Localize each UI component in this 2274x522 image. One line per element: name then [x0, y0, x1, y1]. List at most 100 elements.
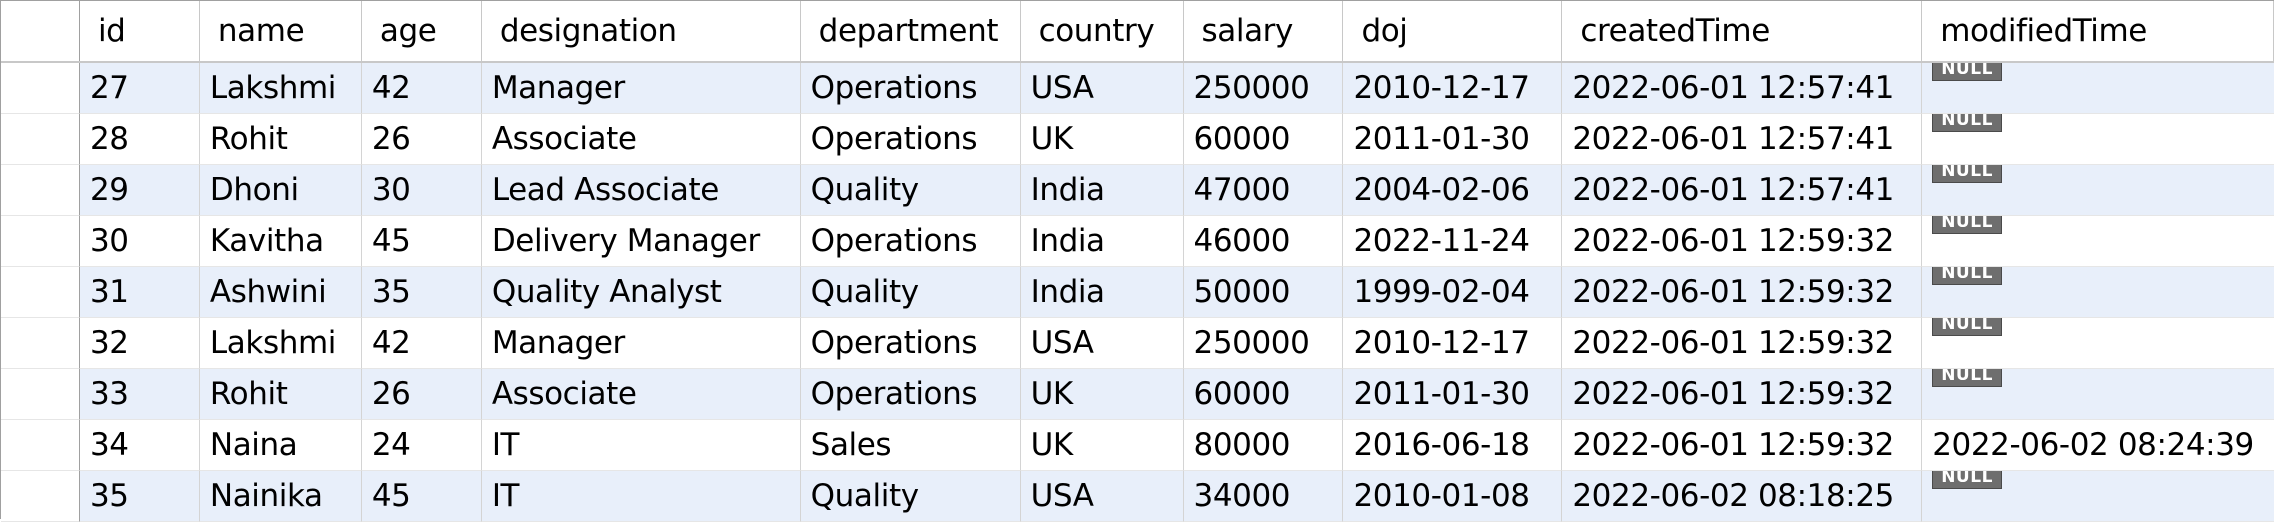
cell-modifiedtime[interactable]: NULL — [1922, 267, 2274, 318]
cell-name[interactable]: Ashwini — [199, 267, 362, 318]
cell-name[interactable]: Lakshmi — [199, 318, 362, 369]
row-selector[interactable] — [1, 471, 80, 522]
cell-createdtime[interactable]: 2022-06-01 12:57:41 — [1562, 165, 1923, 216]
cell-id[interactable]: 35 — [79, 471, 200, 522]
column-header-department[interactable]: department — [801, 1, 1021, 61]
cell-id[interactable]: 30 — [79, 216, 200, 267]
cell-doj[interactable]: 2010-01-08 — [1343, 471, 1563, 522]
cell-country[interactable]: India — [1020, 165, 1184, 216]
cell-country[interactable]: USA — [1020, 63, 1184, 114]
cell-department[interactable]: Operations — [800, 318, 1021, 369]
cell-createdtime[interactable]: 2022-06-01 12:59:32 — [1562, 369, 1923, 420]
cell-designation[interactable]: Delivery Manager — [481, 216, 801, 267]
cell-age[interactable]: 42 — [361, 63, 482, 114]
cell-modifiedtime[interactable]: NULL — [1922, 318, 2274, 369]
cell-name[interactable]: Rohit — [199, 369, 362, 420]
cell-createdtime[interactable]: 2022-06-01 12:57:41 — [1562, 114, 1923, 165]
cell-salary[interactable]: 80000 — [1183, 420, 1344, 471]
cell-modifiedtime[interactable]: 2022-06-02 08:24:39 — [1922, 420, 2274, 471]
table-row[interactable]: 29 Dhoni 30 Lead Associate Quality India 47000… — [1, 165, 2274, 216]
cell-salary[interactable]: 60000 — [1183, 369, 1344, 420]
cell-doj[interactable]: 2010-12-17 — [1343, 318, 1563, 369]
cell-country[interactable]: USA — [1020, 318, 1184, 369]
column-header-createdtime[interactable]: createdTime — [1562, 1, 1923, 61]
row-selector[interactable] — [1, 267, 80, 318]
cell-modifiedtime[interactable]: NULL — [1922, 216, 2274, 267]
cell-age[interactable]: 24 — [361, 420, 482, 471]
cell-id[interactable]: 27 — [79, 63, 200, 114]
cell-salary[interactable]: 250000 — [1183, 318, 1344, 369]
cell-salary[interactable]: 250000 — [1183, 63, 1344, 114]
cell-department[interactable]: Operations — [800, 369, 1021, 420]
column-header-salary[interactable]: salary — [1184, 1, 1344, 61]
cell-designation[interactable]: IT — [481, 420, 801, 471]
cell-name[interactable]: Rohit — [199, 114, 362, 165]
cell-country[interactable]: India — [1020, 267, 1184, 318]
row-selector[interactable] — [1, 369, 80, 420]
row-selector[interactable] — [1, 63, 80, 114]
cell-id[interactable]: 33 — [79, 369, 200, 420]
cell-department[interactable]: Quality — [800, 267, 1021, 318]
cell-department[interactable]: Sales — [800, 420, 1021, 471]
cell-country[interactable]: UK — [1020, 420, 1184, 471]
cell-id[interactable]: 32 — [79, 318, 200, 369]
cell-designation[interactable]: Lead Associate — [481, 165, 801, 216]
cell-designation[interactable]: Manager — [481, 63, 801, 114]
table-row[interactable]: 33 Rohit 26 Associate Operations UK 60000 2011-… — [1, 369, 2274, 420]
row-selector[interactable] — [1, 114, 80, 165]
cell-age[interactable]: 45 — [361, 216, 482, 267]
cell-modifiedtime[interactable]: NULL — [1922, 63, 2274, 114]
cell-createdtime[interactable]: 2022-06-02 08:18:25 — [1562, 471, 1923, 522]
cell-doj[interactable]: 2010-12-17 — [1343, 63, 1563, 114]
column-header-country[interactable]: country — [1021, 1, 1184, 61]
cell-age[interactable]: 42 — [361, 318, 482, 369]
cell-designation[interactable]: Associate — [481, 114, 801, 165]
cell-createdtime[interactable]: 2022-06-01 12:59:32 — [1562, 420, 1923, 471]
table-row[interactable]: 30 Kavitha 45 Delivery Manager Operations Ind… — [1, 216, 2274, 267]
cell-age[interactable]: 45 — [361, 471, 482, 522]
cell-salary[interactable]: 50000 — [1183, 267, 1344, 318]
cell-department[interactable]: Operations — [800, 114, 1021, 165]
cell-designation[interactable]: Manager — [481, 318, 801, 369]
cell-department[interactable]: Quality — [800, 165, 1021, 216]
cell-id[interactable]: 29 — [79, 165, 200, 216]
cell-salary[interactable]: 60000 — [1183, 114, 1344, 165]
cell-department[interactable]: Operations — [800, 216, 1021, 267]
cell-id[interactable]: 28 — [79, 114, 200, 165]
column-header-modifiedtime[interactable]: modifiedTime — [1922, 1, 2274, 61]
row-selector[interactable] — [1, 420, 80, 471]
table-row[interactable]: 35 Nainika 45 IT Quality USA 34000 2010-01-08 20… — [1, 471, 2274, 522]
cell-doj[interactable]: 2011-01-30 — [1343, 114, 1563, 165]
table-row[interactable]: 31 Ashwini 35 Quality Analyst Quality India 50… — [1, 267, 2274, 318]
column-header-doj[interactable]: doj — [1343, 1, 1563, 61]
cell-doj[interactable]: 2016-06-18 — [1343, 420, 1563, 471]
cell-name[interactable]: Nainika — [199, 471, 362, 522]
cell-doj[interactable]: 2011-01-30 — [1343, 369, 1563, 420]
cell-id[interactable]: 34 — [79, 420, 200, 471]
cell-modifiedtime[interactable]: NULL — [1922, 369, 2274, 420]
cell-designation[interactable]: IT — [481, 471, 801, 522]
cell-age[interactable]: 26 — [361, 114, 482, 165]
row-selector[interactable] — [1, 216, 80, 267]
cell-modifiedtime[interactable]: NULL — [1922, 165, 2274, 216]
cell-createdtime[interactable]: 2022-06-01 12:59:32 — [1562, 318, 1923, 369]
cell-createdtime[interactable]: 2022-06-01 12:59:32 — [1562, 267, 1923, 318]
cell-id[interactable]: 31 — [79, 267, 200, 318]
cell-department[interactable]: Operations — [800, 63, 1021, 114]
cell-doj[interactable]: 1999-02-04 — [1343, 267, 1563, 318]
cell-modifiedtime[interactable]: NULL — [1922, 114, 2274, 165]
cell-country[interactable]: UK — [1020, 369, 1184, 420]
cell-modifiedtime[interactable]: NULL — [1922, 471, 2274, 522]
column-header-designation[interactable]: designation — [482, 1, 801, 61]
cell-age[interactable]: 30 — [361, 165, 482, 216]
cell-name[interactable]: Kavitha — [199, 216, 362, 267]
table-row[interactable]: 32 Lakshmi 42 Manager Operations USA 250000 201… — [1, 318, 2274, 369]
cell-name[interactable]: Dhoni — [199, 165, 362, 216]
cell-department[interactable]: Quality — [800, 471, 1021, 522]
header-gutter[interactable] — [1, 1, 80, 61]
cell-name[interactable]: Lakshmi — [199, 63, 362, 114]
cell-createdtime[interactable]: 2022-06-01 12:57:41 — [1562, 63, 1923, 114]
column-header-name[interactable]: name — [200, 1, 362, 61]
cell-country[interactable]: USA — [1020, 471, 1184, 522]
cell-salary[interactable]: 34000 — [1183, 471, 1344, 522]
